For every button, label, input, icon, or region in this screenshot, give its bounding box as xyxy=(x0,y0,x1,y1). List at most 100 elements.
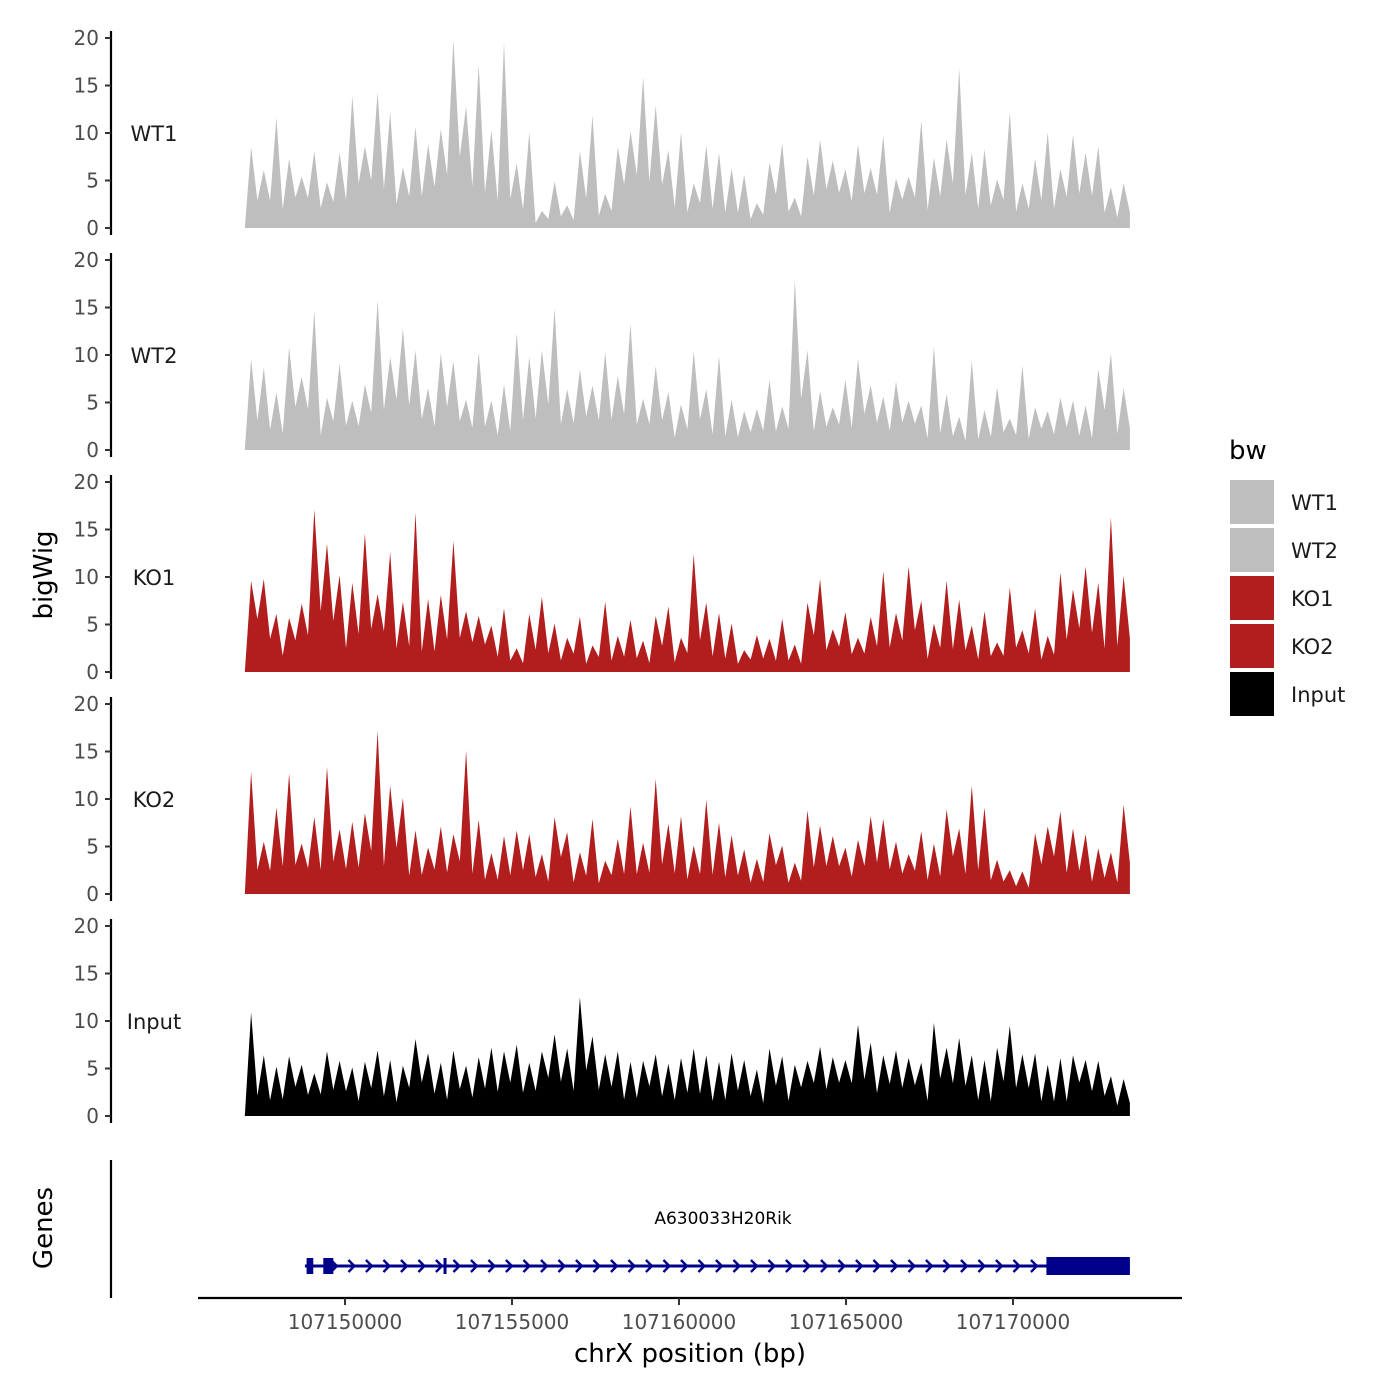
y-tick-label: 5 xyxy=(86,391,99,415)
y-tick-label: 15 xyxy=(74,518,99,542)
gene-exon xyxy=(306,1258,314,1274)
x-axis: 107150000 107155000 107160000 107165000 1071… xyxy=(198,1296,1182,1369)
strand-arrow xyxy=(872,1259,882,1273)
y-tick-label: 15 xyxy=(74,740,99,764)
strand-arrow xyxy=(540,1259,549,1273)
y-tick-label: 15 xyxy=(74,962,99,986)
track-ko2: 0 5 10 15 20 KO2 xyxy=(74,692,1130,906)
gene-exon xyxy=(1046,1257,1130,1275)
x-tick-label: 107160000 xyxy=(622,1310,737,1334)
strand-arrow xyxy=(575,1259,584,1273)
x-axis-title: chrX position (bp) xyxy=(574,1339,806,1369)
y-tick-label: 0 xyxy=(86,216,99,240)
strand-arrow xyxy=(715,1259,724,1273)
strand-arrow xyxy=(400,1259,409,1273)
track-input: 0 5 10 15 20 Input xyxy=(74,914,1130,1128)
y-tick-label: 20 xyxy=(74,248,99,272)
legend-key-ko2 xyxy=(1230,624,1274,668)
legend-label-input: Input xyxy=(1291,683,1345,707)
signal-area-wt1 xyxy=(244,39,1130,229)
strand-arrow xyxy=(925,1259,934,1273)
legend: bw WT1 WT2 KO1 KO2 Input xyxy=(1229,436,1345,716)
strand-arrow xyxy=(697,1259,707,1273)
x-tick-label: 107170000 xyxy=(956,1310,1071,1334)
legend-label-ko1: KO1 xyxy=(1291,587,1334,611)
strand-arrow xyxy=(820,1259,829,1273)
strand-arrow xyxy=(435,1259,444,1273)
signal-area-ko1 xyxy=(244,509,1130,672)
y-tick-label: 0 xyxy=(86,660,99,684)
legend-items: WT1 WT2 KO1 KO2 Input xyxy=(1230,480,1345,716)
strand-arrow xyxy=(662,1259,672,1273)
strand-arrow xyxy=(610,1259,619,1273)
legend-key-ko1 xyxy=(1230,576,1274,620)
strand-arrow xyxy=(907,1259,917,1273)
track-label: WT1 xyxy=(131,122,178,146)
gene-exon xyxy=(323,1258,334,1274)
y-tick-label: 10 xyxy=(74,121,99,145)
y-axis-title: bigWig xyxy=(29,530,59,619)
gene-track: Genes A630033H20Rik xyxy=(29,1160,1130,1298)
gene-exon xyxy=(443,1258,447,1274)
strand-arrow xyxy=(505,1259,514,1273)
strand-arrow xyxy=(1012,1259,1022,1273)
y-tick-label: 20 xyxy=(74,692,99,716)
y-tick-label: 20 xyxy=(74,914,99,938)
signal-area-ko2 xyxy=(244,730,1130,894)
y-tick-label: 15 xyxy=(74,296,99,320)
strand-arrow xyxy=(645,1259,654,1273)
strand-arrow xyxy=(837,1259,847,1273)
legend-key-wt1 xyxy=(1230,480,1274,524)
strand-arrow xyxy=(557,1259,567,1273)
y-tick-label: 0 xyxy=(86,882,99,906)
gene-name-label: A630033H20Rik xyxy=(654,1209,791,1229)
y-tick-label: 10 xyxy=(74,1009,99,1033)
strand-arrow xyxy=(785,1259,794,1273)
strand-arrow xyxy=(750,1259,759,1273)
track-label: Input xyxy=(127,1010,181,1034)
legend-title: bw xyxy=(1229,436,1267,466)
legend-key-wt2 xyxy=(1230,528,1274,572)
strand-arrow xyxy=(522,1259,532,1273)
signal-area-input xyxy=(244,997,1130,1116)
track-wt2: 0 5 10 15 20 WT2 xyxy=(74,248,1130,462)
track-ko1: 0 5 10 15 20 KO1 xyxy=(74,470,1130,684)
strand-arrow xyxy=(452,1259,462,1273)
x-tick-label: 107165000 xyxy=(789,1310,904,1334)
track-label: KO2 xyxy=(133,788,176,812)
y-tick-label: 20 xyxy=(74,470,99,494)
bigwig-tracks: 0 5 10 15 20 WT1 0 5 10 15 20 WT2 0 5 10 15 20 KO1 0 5 10 15 2… xyxy=(74,26,1130,1128)
strand-arrow xyxy=(1030,1259,1039,1273)
y-tick-label: 20 xyxy=(74,26,99,50)
y-tick-label: 5 xyxy=(86,835,99,859)
strand-arrow xyxy=(680,1259,689,1273)
gene-model xyxy=(304,1257,1130,1275)
y-tick-label: 5 xyxy=(86,1057,99,1081)
strand-arrow xyxy=(470,1259,479,1273)
strand-arrow xyxy=(855,1259,864,1273)
legend-label-ko2: KO2 xyxy=(1291,635,1334,659)
strand-arrow xyxy=(347,1259,357,1273)
strand-arrow xyxy=(995,1259,1004,1273)
legend-key-input xyxy=(1230,672,1274,716)
strand-arrow xyxy=(417,1259,427,1273)
strand-arrow xyxy=(977,1259,987,1273)
legend-label-wt1: WT1 xyxy=(1291,491,1338,515)
y-tick-label: 10 xyxy=(74,343,99,367)
y-tick-label: 15 xyxy=(74,74,99,98)
strand-arrow xyxy=(627,1259,637,1273)
y-tick-label: 10 xyxy=(74,565,99,589)
strand-arrow xyxy=(767,1259,777,1273)
signal-area-wt2 xyxy=(244,280,1130,450)
gene-track-label: Genes xyxy=(29,1187,59,1269)
strand-arrow xyxy=(890,1259,899,1273)
strand-arrow xyxy=(732,1259,742,1273)
strand-arrow xyxy=(942,1259,952,1273)
y-tick-label: 5 xyxy=(86,169,99,193)
strand-arrow xyxy=(382,1259,392,1273)
y-tick-label: 0 xyxy=(86,1104,99,1128)
y-tick-label: 0 xyxy=(86,438,99,462)
x-tick-label: 107150000 xyxy=(288,1310,403,1334)
legend-label-wt2: WT2 xyxy=(1291,539,1338,563)
